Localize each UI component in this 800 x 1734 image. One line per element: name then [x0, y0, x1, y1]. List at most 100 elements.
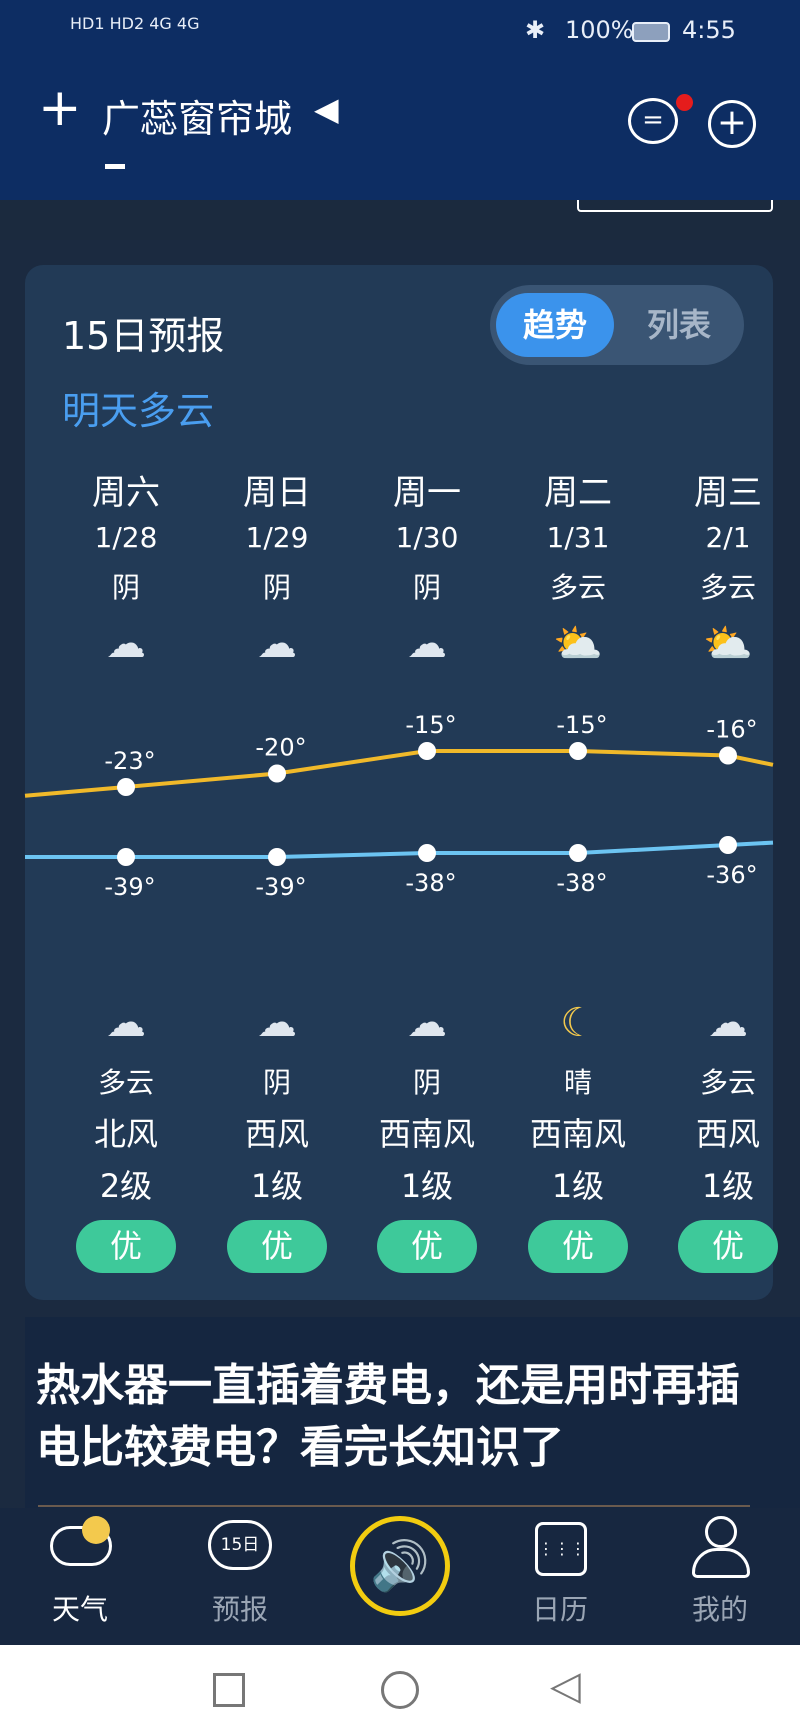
battery-icon [632, 22, 670, 42]
day-day-weather: 多云 [699, 570, 756, 604]
day-date: 2/1 [705, 520, 751, 554]
high-temp-label: -20° [255, 734, 306, 762]
day-night-weather: 晴 [563, 1065, 592, 1099]
day-name: 周一 [393, 472, 461, 513]
cloud-icon: ☁ [257, 1000, 297, 1046]
day-name: 周六 [92, 472, 160, 513]
day-night-weather: 多云 [97, 1065, 154, 1099]
tab-trend[interactable]: 趋势 [496, 293, 614, 357]
aqi-badge[interactable]: 优 [678, 1220, 778, 1273]
add-icon[interactable]: + [708, 100, 756, 148]
low-temp-point [268, 848, 286, 866]
day-name: 周二 [544, 472, 612, 513]
high-temp-point [418, 742, 436, 760]
aqi-badge[interactable]: 优 [76, 1220, 176, 1273]
high-temp-label: -15° [405, 711, 456, 739]
cloud-sun-icon: ⛅ [703, 621, 753, 667]
page-indicator [105, 164, 125, 169]
cloud-icon: ☁ [106, 621, 146, 667]
low-temp-label: -38° [556, 869, 607, 897]
day-date: 1/31 [546, 520, 610, 554]
forecast-card [25, 265, 773, 1300]
day-wind: 西南风 [378, 1115, 475, 1154]
tab-list[interactable]: 列表 [646, 306, 711, 344]
article-title[interactable]: 热水器一直插着费电，还是用时再插电比较费电？看完长知识了 [36, 1360, 740, 1473]
low-temp-line [25, 840, 774, 859]
day-date: 1/29 [245, 520, 309, 554]
day-day-weather: 阴 [262, 570, 291, 604]
day-wind: 西风 [695, 1115, 760, 1154]
day-wind: 北风 [93, 1115, 158, 1154]
recents-button[interactable] [213, 1673, 245, 1707]
cloud-icon: ☁ [407, 621, 447, 667]
high-temp-label: -15° [556, 711, 607, 739]
day-night-weather: 多云 [699, 1065, 756, 1099]
cloud-sun-icon: ⛅ [553, 621, 603, 667]
system-nav: ◁ [0, 1645, 800, 1734]
divider [38, 1505, 750, 1507]
home-button[interactable] [381, 1671, 419, 1709]
day-night-weather: 阴 [262, 1065, 291, 1099]
cloud-moon-icon: ☁ [106, 1000, 146, 1046]
low-temp-label: -39° [104, 873, 155, 901]
moon-icon: ☾ [560, 1000, 596, 1046]
low-temp-point [719, 836, 737, 854]
day-day-weather: 阴 [412, 570, 441, 604]
day-name: 周三 [694, 472, 762, 513]
high-temp-label: -23° [104, 747, 155, 775]
forecast-subtitle: 明天多云 [62, 389, 215, 433]
view-toggle: 趋势 列表 [490, 285, 744, 365]
low-temp-point [418, 844, 436, 862]
add-city-icon[interactable]: + [38, 78, 82, 138]
day-level: 1级 [250, 1167, 304, 1206]
calendar-15-icon: 15日 [208, 1520, 272, 1570]
cloud-icon: ☁ [257, 621, 297, 667]
low-temp-label: -38° [405, 869, 456, 897]
bottom-nav: 天气 15日 预报 🔊 ⋮⋮⋮ 日历 我的 [0, 1508, 800, 1645]
day-name: 周日 [243, 472, 311, 513]
day-level: 2级 [99, 1167, 153, 1206]
nav-me[interactable]: 我的 [670, 1508, 770, 1645]
signal-status: HD1 HD2 4G 4G [70, 14, 200, 33]
top-strip [0, 200, 800, 240]
clock: 4:55 [682, 16, 736, 44]
day-wind: 西南风 [529, 1115, 626, 1154]
top-bar: HD1 HD2 4G 4G ✱ 100% 4:55 + 广蕊窗帘城 ◀ = + [0, 0, 800, 200]
high-temp-point [117, 778, 135, 796]
day-date: 1/28 [94, 520, 158, 554]
low-temp-label: -39° [255, 873, 306, 901]
article-panel [25, 1317, 800, 1508]
forecast-title: 15日预报 [62, 314, 225, 358]
low-temp-point [569, 844, 587, 862]
nav-weather[interactable]: 天气 [30, 1508, 130, 1645]
aqi-badge[interactable]: 优 [227, 1220, 327, 1273]
message-icon[interactable]: = [628, 98, 678, 144]
day-day-weather: 阴 [111, 570, 140, 604]
speaker-button[interactable]: 🔊 [350, 1516, 450, 1616]
day-day-weather: 多云 [549, 570, 606, 604]
city-name[interactable]: 广蕊窗帘城 [102, 97, 293, 141]
high-temp-label: -16° [706, 716, 757, 744]
battery-percent: 100% [565, 16, 634, 44]
day-date: 1/30 [395, 520, 459, 554]
aqi-badge[interactable]: 优 [377, 1220, 477, 1273]
day-night-weather: 阴 [412, 1065, 441, 1099]
cloud-icon: ☁ [407, 1000, 447, 1046]
low-temp-point [117, 848, 135, 866]
back-button[interactable]: ◁ [550, 1663, 581, 1709]
cloud-moon-icon: ☁ [708, 1000, 748, 1046]
bluetooth-icon: ✱ [525, 16, 546, 44]
nav-calendar[interactable]: ⋮⋮⋮ 日历 [510, 1508, 610, 1645]
day-level: 1级 [400, 1167, 454, 1206]
day-level: 1级 [701, 1167, 755, 1206]
low-temp-label: -36° [706, 861, 757, 889]
high-temp-point [268, 764, 286, 783]
notification-dot [676, 94, 693, 111]
high-temp-point [569, 742, 587, 760]
aqi-badge[interactable]: 优 [528, 1220, 628, 1273]
nav-forecast[interactable]: 15日 预报 [190, 1508, 290, 1645]
cloud-sun-icon [50, 1526, 112, 1566]
day-level: 1级 [551, 1167, 605, 1206]
location-arrow-icon: ◀ [314, 90, 339, 128]
